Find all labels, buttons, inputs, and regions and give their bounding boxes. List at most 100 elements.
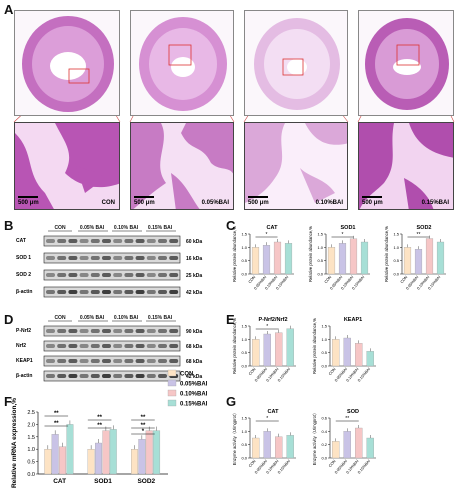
blot-band [90,290,100,294]
bar [286,328,294,367]
blot-row-label: Nrf2 [16,343,26,349]
blot-band [102,374,111,378]
blot-strip [43,340,181,352]
y-tick-label: 0.0 [27,472,35,478]
histology-overview-005 [130,10,234,116]
blot-band [68,344,78,348]
blot-band [169,273,179,277]
bar [343,431,351,459]
blot-band [146,239,156,243]
blot-band [169,344,179,348]
x-tick-label: 0.05%BAI [329,275,343,291]
y-tick-label: 1.5 [241,324,247,329]
blot-band [124,256,134,260]
y-tick-label: 0.0 [241,364,247,369]
panel-label-e: E [226,312,235,327]
y-tick-label: 0.6 [321,416,327,421]
chart-title: SOD [347,409,359,415]
histology-zoom-010: 500 μm 0.10%BAI [244,122,348,210]
blot-kda-label: 25 kDa [186,273,202,279]
bar [332,339,340,367]
y-tick-label: 0.5 [321,350,327,355]
y-tick-label: 0.0 [321,364,327,369]
blot-band [169,256,179,260]
y-tick-label: 0.0 [241,272,247,277]
x-tick-label: CON [400,275,409,284]
x-tick-label: 0.15%BAI [277,367,291,383]
blot-band [135,359,145,363]
x-tick-label: 0.15%BAI [357,367,371,383]
blot-b-header-010: 0.10% BAI [114,225,139,231]
blot-b-header-con: CON [54,225,66,231]
blot-band [57,273,67,277]
x-tick-label: CON [248,367,257,376]
bar [44,449,52,475]
sig-marker: * [266,324,268,330]
blot-band [169,239,179,243]
blot-band [57,359,67,363]
scale-bar [248,196,268,198]
y-axis-label: Relative protein abundance,% [312,318,317,374]
blot-d-svg: CON 0.05% BAI 0.10% BAI 0.15% BAI P-Nrf2… [16,315,202,382]
bar [95,442,102,475]
chart-E-KEAP1: KEAP1 0.0 0.5 1.0 1.5 Relative protein abunda… [312,317,376,383]
blot-band [79,239,89,243]
blot-row-label: CAT [16,238,26,244]
x-tick-label: CON [328,367,337,376]
blot-band [46,359,55,363]
x-tick-label: CON [324,275,333,284]
legend-swatch [167,389,177,397]
blot-b-header-005: 0.05% BAI [80,225,105,231]
blot-band [46,239,55,243]
x-tick-label: 0.10%BAI [346,459,360,475]
bar [436,241,445,275]
blot-band [57,329,67,333]
blot-row-label: KEAP1 [16,358,33,364]
blot-band [169,290,179,294]
chart-G-SOD: SOD 0.0 0.2 0.4 0.6 Enzyme activity（U/mgprot）… [312,409,376,475]
histology-overview-con [14,10,120,116]
blot-band [124,273,134,277]
sig-marker: ** [97,423,102,429]
panel-label-g: G [226,394,237,409]
bar [263,431,271,459]
blot-band [90,359,100,363]
y-tick-label: 0.5 [241,258,247,263]
y-tick-label: 0.0 [317,272,323,277]
group-label-con: CON [101,200,115,206]
y-tick-label: 0.5 [317,258,323,263]
blot-band [57,256,67,260]
blot-band [135,256,145,260]
y-tick-label: 2.0 [27,422,35,428]
blot-band [79,359,89,363]
sig-marker: ** [345,416,349,422]
scale-label: 500 μm [248,200,269,206]
blot-band [146,273,156,277]
histology-overview-015 [358,10,454,116]
histology-zoom-005: 500 μm 0.05%BAI [130,122,234,210]
y-axis-label: Relative protein abundance,% [384,226,389,282]
blot-d-header-005: 0.05% BAI [80,315,105,321]
blot-band [102,359,111,363]
y-tick-label: 1.5 [317,232,323,237]
blot-band [79,344,89,348]
blot-row-label: P-Nrf2 [16,328,31,334]
x-tick-label: 0.05%BAI [405,275,419,291]
bar [349,238,358,275]
y-axis-label: Relative protein abundance,% [308,226,313,282]
y-tick-label: 1.0 [241,245,247,250]
bar [425,238,434,275]
chart-title: CAT [268,409,280,415]
y-tick-label: 0.0 [321,456,327,461]
sig-marker: ** [97,415,102,421]
blot-kda-label: 68 kDa [186,344,202,350]
blot-band [146,256,156,260]
histology-zoom-015: 500 μm 0.15%BAI [358,122,454,210]
scale-bar [134,196,154,198]
sig-marker: * [142,429,145,435]
bar [327,247,336,275]
blot-band [79,290,89,294]
blot-band [46,329,55,333]
blot-band [135,290,145,294]
bar [355,343,363,367]
